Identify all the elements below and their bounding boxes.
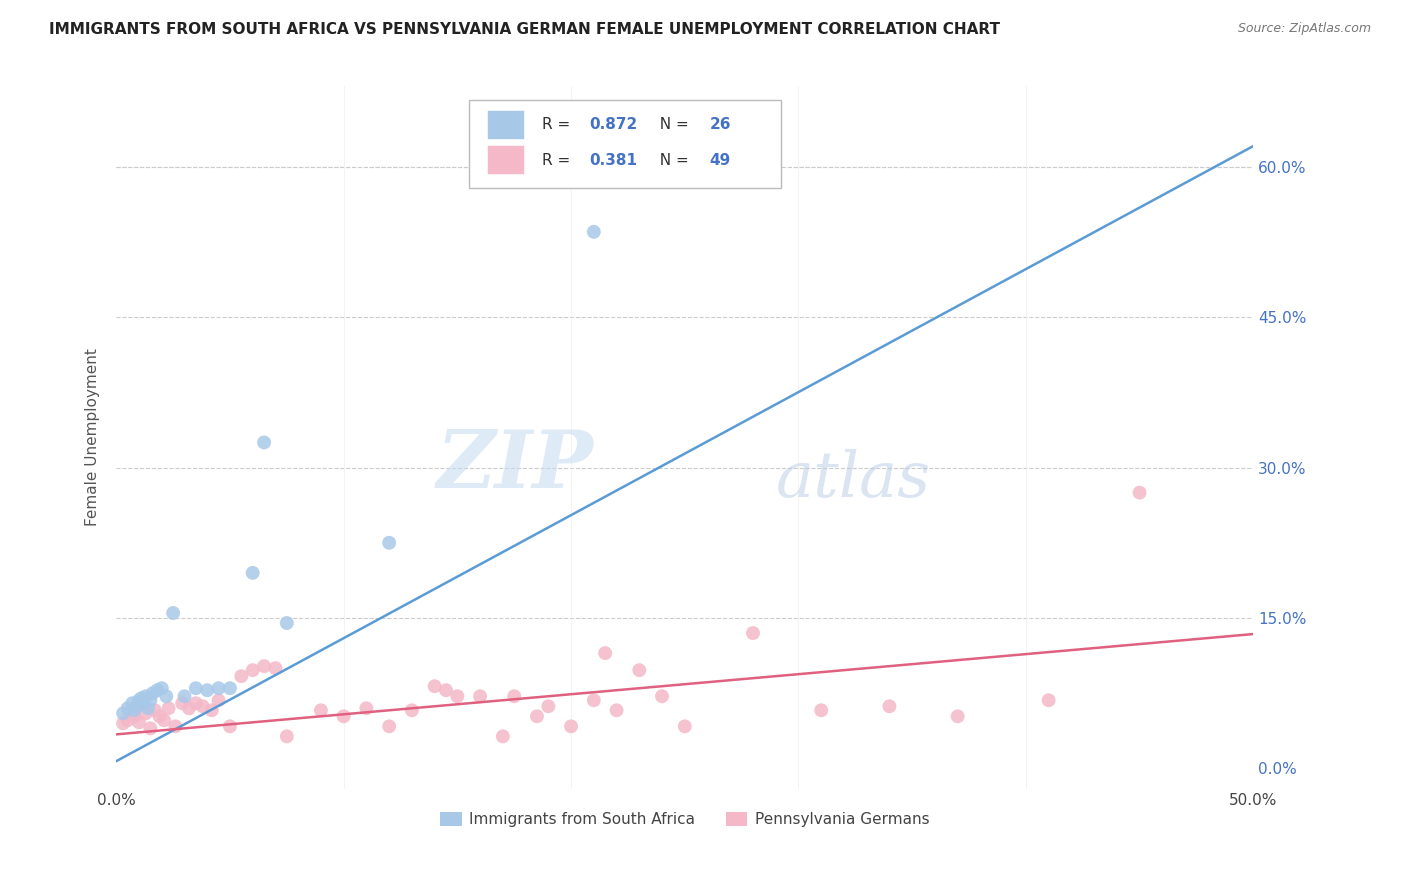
Text: IMMIGRANTS FROM SOUTH AFRICA VS PENNSYLVANIA GERMAN FEMALE UNEMPLOYMENT CORRELAT: IMMIGRANTS FROM SOUTH AFRICA VS PENNSYLV… [49,22,1000,37]
Point [582,693,605,707]
Point [207,681,229,696]
Point [135,706,157,721]
Point [128,715,150,730]
Point [560,719,582,733]
Point [172,696,194,710]
Point [378,719,401,733]
Point [503,690,526,704]
Point [264,661,287,675]
Point [207,693,229,707]
Point [606,703,628,717]
Point [139,722,162,736]
Point [332,709,354,723]
Text: N =: N = [650,118,693,133]
Point [162,606,184,620]
Text: atlas: atlas [776,449,931,510]
Point [142,686,165,700]
FancyBboxPatch shape [488,146,524,174]
Point [155,690,177,704]
Text: Source: ZipAtlas.com: Source: ZipAtlas.com [1237,22,1371,36]
Point [651,690,673,704]
Point [810,703,832,717]
Point [121,696,143,710]
FancyBboxPatch shape [488,111,524,139]
Point [124,709,146,723]
Text: 26: 26 [710,118,731,133]
Point [173,690,195,704]
Point [124,703,146,717]
Point [148,709,170,723]
Point [879,699,901,714]
Legend: Immigrants from South Africa, Pennsylvania Germans: Immigrants from South Africa, Pennsylvan… [434,806,935,833]
Point [129,691,152,706]
Text: 49: 49 [710,153,731,168]
Point [582,225,605,239]
Point [219,681,242,696]
Point [446,690,468,704]
Point [253,659,276,673]
Point [492,730,515,744]
Point [157,701,180,715]
Point [165,719,187,733]
Point [150,681,173,696]
Point [184,681,207,696]
Point [356,701,378,715]
Point [135,690,157,704]
Point [1038,693,1060,707]
Point [231,669,253,683]
Point [153,714,176,728]
Point [946,709,969,723]
Point [128,693,150,707]
Text: ZIP: ZIP [437,426,593,504]
Point [423,679,446,693]
Point [195,683,218,698]
Point [112,706,135,721]
Point [201,703,224,717]
Point [219,719,242,733]
Point [242,663,264,677]
Point [242,566,264,580]
Point [309,703,332,717]
Point [191,699,214,714]
Point [434,683,457,698]
Text: R =: R = [541,118,575,133]
Point [125,699,148,714]
Point [593,646,616,660]
Point [253,435,276,450]
Point [526,709,548,723]
Point [468,690,491,704]
Point [276,730,298,744]
Point [117,701,139,715]
Point [139,693,162,707]
Text: 0.872: 0.872 [589,118,637,133]
Point [136,701,159,715]
FancyBboxPatch shape [468,101,782,188]
Text: 0.381: 0.381 [589,153,637,168]
Point [146,683,169,698]
Point [132,696,155,710]
Point [143,703,166,717]
Point [276,615,298,630]
Point [673,719,696,733]
Point [537,699,560,714]
Point [378,535,401,549]
Text: N =: N = [650,153,693,168]
Point [401,703,423,717]
Text: R =: R = [541,153,575,168]
Point [628,663,651,677]
Point [742,626,765,640]
Point [117,714,139,728]
Y-axis label: Female Unemployment: Female Unemployment [86,349,100,526]
Point [184,696,207,710]
Point [1129,485,1152,500]
Point [112,716,135,731]
Point [177,701,200,715]
